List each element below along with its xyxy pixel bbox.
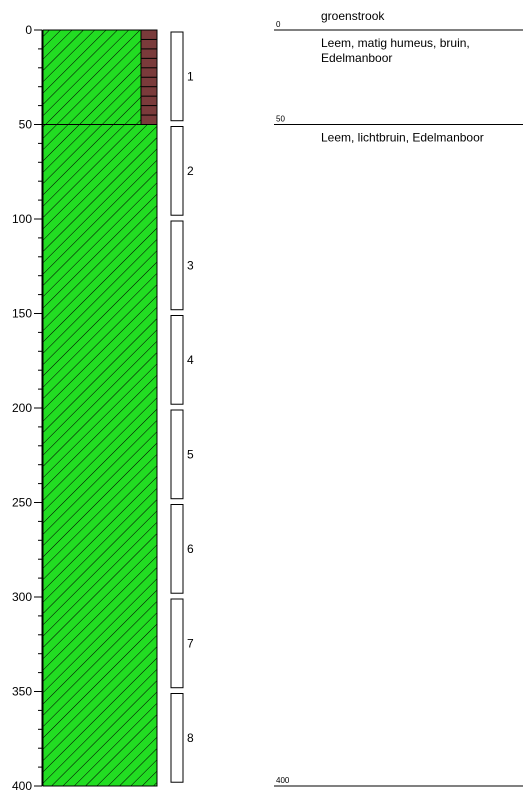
description-depth-label: 400 (276, 776, 290, 785)
description-depth-label: 50 (276, 115, 285, 124)
depth-tick-label: 200 (12, 401, 32, 415)
sample-interval (170, 504, 184, 594)
depth-tick-label: 300 (12, 590, 32, 604)
description-depth-label: 0 (276, 20, 281, 29)
sample-interval (170, 693, 184, 783)
depth-tick-label: 0 (25, 23, 32, 37)
sample-interval (170, 598, 184, 689)
sample-label: 4 (187, 353, 194, 367)
layer-description-line: Leem, lichtbruin, Edelmanboor (321, 131, 484, 145)
depth-tick-label: 50 (19, 118, 33, 132)
depth-tick-label: 400 (12, 779, 32, 792)
location-title: groenstrook (321, 9, 385, 23)
depth-tick-label: 150 (12, 307, 32, 321)
lithology-column (42, 29, 158, 787)
depth-tick-label: 100 (12, 212, 32, 226)
roots-column (140, 29, 158, 125)
sample-label: 3 (187, 258, 194, 272)
sample-label: 1 (187, 69, 194, 83)
sample-interval (170, 220, 184, 311)
layer-description-line: Edelmanboor (321, 51, 392, 65)
depth-axis: 0 50 100 150 200 250 300 350 400 (12, 23, 43, 792)
depth-tick-label: 250 (12, 496, 32, 510)
layer-descriptions: 0 groenstrook Leem, matig humeus, bruin,Ed… (274, 9, 523, 787)
sample-intervals: 1 2 3 4 5 6 7 8 (170, 31, 194, 783)
sample-interval (170, 31, 184, 122)
sample-interval (170, 409, 184, 500)
loam-layer-fill (42, 29, 158, 787)
depth-tick-label: 350 (12, 685, 32, 699)
sample-label: 7 (187, 636, 194, 650)
sample-interval (170, 126, 184, 216)
sample-label: 6 (187, 542, 194, 556)
sample-label: 5 (187, 447, 194, 461)
layer-description-line: Leem, matig humeus, bruin, (321, 36, 470, 50)
sample-interval (170, 315, 184, 405)
sample-label: 8 (187, 731, 194, 745)
sample-label: 2 (187, 164, 194, 178)
